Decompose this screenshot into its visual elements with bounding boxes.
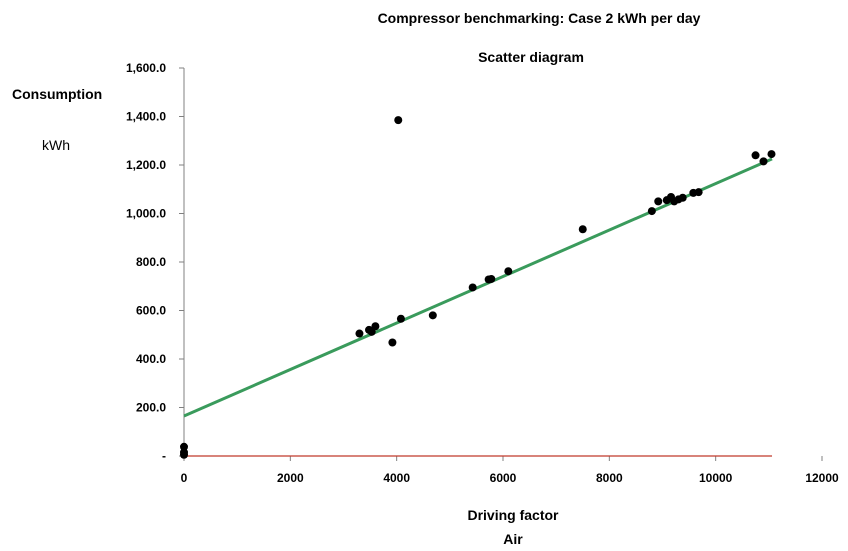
x-tick-label: 0 (181, 471, 188, 485)
y-axis-label: Consumption (12, 86, 103, 102)
data-point (647, 207, 656, 216)
data-point (388, 338, 397, 347)
y-tick-label: 1,600.0 (126, 61, 166, 75)
data-points (180, 116, 776, 459)
x-tick-label: 12000 (805, 471, 839, 485)
y-tick-label: 600.0 (136, 304, 166, 318)
data-point (180, 448, 188, 457)
trend-lines (183, 157, 773, 457)
data-point (180, 442, 188, 451)
y-tick-label: 1,200.0 (126, 158, 166, 172)
y-tick-label: 200.0 (136, 401, 166, 415)
data-point (468, 283, 477, 292)
data-point (428, 311, 437, 320)
data-point (504, 267, 513, 276)
chart-subtitle: Scatter diagram (478, 49, 584, 65)
y-tick-label: 800.0 (136, 255, 166, 269)
x-tick-label: 6000 (490, 471, 517, 485)
y-tick-label: - (162, 449, 166, 463)
x-tick-label: 4000 (383, 471, 410, 485)
axes (179, 67, 823, 461)
y-tick-label: 1,000.0 (126, 207, 166, 221)
data-point (396, 314, 405, 323)
data-point (487, 274, 496, 283)
data-point (751, 151, 760, 160)
y-tick-label: 1,400.0 (126, 110, 166, 124)
data-point (355, 329, 364, 338)
x-tick-label: 8000 (596, 471, 623, 485)
x-tick-label: 2000 (277, 471, 304, 485)
chart-title: Compressor benchmarking: Case 2 kWh per … (377, 10, 701, 26)
x-tick-label: 10000 (699, 471, 733, 485)
x-axis-unit: Air (503, 531, 523, 547)
data-point (371, 322, 380, 331)
data-point (694, 188, 703, 197)
data-point (678, 193, 687, 202)
tick-labels: - 200.0 400.0 600.0 800.0 1,000.0 1,200.0 1,400… (126, 61, 839, 485)
data-point (767, 150, 776, 159)
y-tick-label: 400.0 (136, 352, 166, 366)
data-point (654, 197, 663, 206)
x-axis-label: Driving factor (467, 507, 559, 523)
data-point (578, 225, 587, 234)
y-axis-unit: kWh (42, 137, 70, 153)
data-point (394, 116, 403, 125)
data-point (759, 157, 768, 166)
